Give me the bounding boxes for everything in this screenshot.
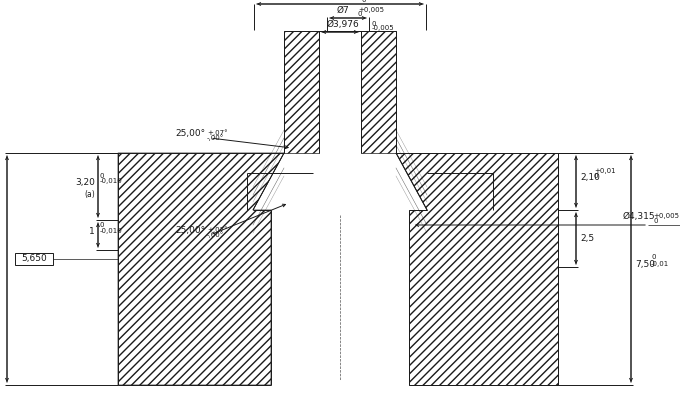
- Text: Ø7,90: Ø7,90: [324, 0, 352, 1]
- Text: 0: 0: [100, 173, 105, 179]
- Polygon shape: [284, 31, 319, 153]
- Polygon shape: [396, 153, 558, 385]
- Polygon shape: [361, 31, 396, 153]
- Text: 25,00°: 25,00°: [175, 226, 205, 235]
- Text: -0,010: -0,010: [100, 179, 123, 184]
- Text: -0,010: -0,010: [100, 228, 123, 234]
- Text: 3,20: 3,20: [75, 178, 95, 187]
- Text: +,07°: +,07°: [207, 226, 228, 233]
- Text: +0,005: +0,005: [653, 213, 679, 219]
- Text: 2,10: 2,10: [580, 173, 600, 182]
- Text: 0: 0: [100, 222, 105, 228]
- Text: +0,005: +0,005: [358, 7, 384, 13]
- Text: +,07°: +,07°: [207, 129, 228, 136]
- Text: 5,650: 5,650: [21, 254, 47, 263]
- Text: 1: 1: [89, 228, 95, 236]
- Text: 7,50: 7,50: [635, 260, 655, 269]
- Text: 25,00°: 25,00°: [175, 129, 205, 138]
- Text: 0: 0: [358, 11, 362, 17]
- FancyBboxPatch shape: [15, 253, 53, 265]
- Text: 0: 0: [372, 21, 377, 27]
- Text: (a): (a): [84, 190, 95, 199]
- Text: 0: 0: [653, 218, 658, 224]
- Polygon shape: [118, 153, 284, 385]
- Text: +0,01: +0,01: [594, 168, 615, 173]
- Text: -,00°: -,00°: [207, 231, 224, 238]
- Text: 0: 0: [594, 173, 598, 179]
- Text: -0,005: -0,005: [372, 25, 394, 31]
- Text: Ø7: Ø7: [337, 6, 350, 15]
- Text: Ø4,315: Ø4,315: [623, 212, 656, 221]
- Text: -,00°: -,00°: [207, 134, 224, 141]
- Text: Ø3,976: Ø3,976: [326, 20, 359, 29]
- Text: 0: 0: [362, 0, 367, 3]
- Text: 0: 0: [651, 254, 656, 260]
- Text: -0,01: -0,01: [651, 261, 669, 267]
- Text: 2,5: 2,5: [580, 234, 594, 243]
